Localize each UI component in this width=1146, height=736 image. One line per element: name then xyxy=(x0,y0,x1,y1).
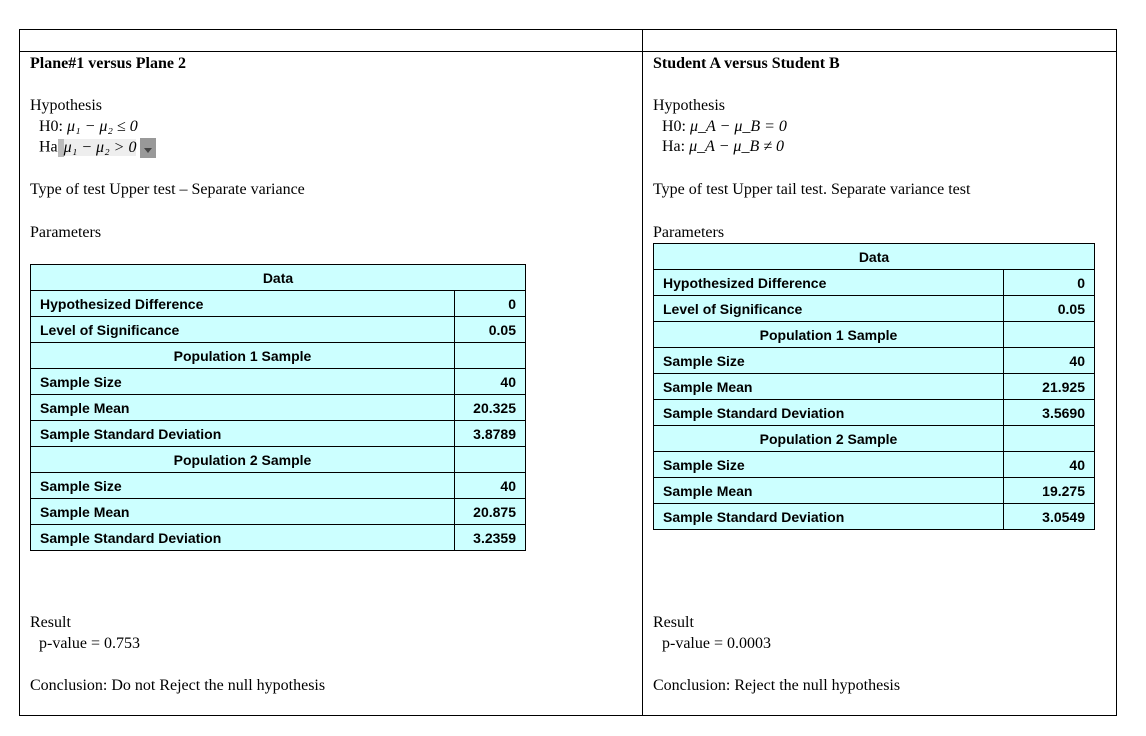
right-h0-expression: μ_A − μ_B = 0 xyxy=(690,118,787,135)
section-header: Population 1 Sample xyxy=(30,342,455,369)
row-label: Sample Standard Deviation xyxy=(30,420,455,447)
right-p-value: p-value = 0.0003 xyxy=(662,635,771,652)
row-value: 40 xyxy=(454,368,526,395)
row-label: Sample Mean xyxy=(30,498,455,525)
table-row: Sample Mean 20.325 xyxy=(30,394,526,421)
section-header: Population 2 Sample xyxy=(30,446,455,473)
left-result-label: Result xyxy=(30,614,71,631)
left-p-value: p-value = 0.753 xyxy=(39,635,140,652)
row-value xyxy=(454,446,526,473)
row-value: 0 xyxy=(1003,269,1095,296)
table-row: Level of Significance 0.05 xyxy=(653,295,1095,322)
right-ha: Ha: μ_A − μ_B ≠ 0 xyxy=(662,138,785,155)
right-result-label: Result xyxy=(653,614,694,631)
row-value: 40 xyxy=(1003,347,1095,374)
row-label: Hypothesized Difference xyxy=(653,269,1004,296)
left-ha-equation[interactable]: μ₁ − μ₂ > 0 xyxy=(63,138,137,156)
row-label: Sample Mean xyxy=(653,477,1004,504)
table-row: Sample Mean 19.275 xyxy=(653,477,1095,504)
row-label: Sample Size xyxy=(653,347,1004,374)
table-row: Level of Significance 0.05 xyxy=(30,316,526,343)
row-label: Sample Size xyxy=(653,451,1004,478)
table-row: Sample Standard Deviation 3.8789 xyxy=(30,420,526,447)
table-row: Sample Standard Deviation 3.2359 xyxy=(30,524,526,551)
table-row: Sample Mean 21.925 xyxy=(653,373,1095,400)
row-value: 3.0549 xyxy=(1003,503,1095,530)
left-hypothesis-label: Hypothesis xyxy=(30,97,102,114)
left-column: Plane#1 versus Plane 2 Hypothesis H0: μ₁… xyxy=(30,52,630,716)
right-ha-expression: μ_A − μ_B ≠ 0 xyxy=(689,138,785,155)
table-row: Sample Standard Deviation 3.0549 xyxy=(653,503,1095,530)
table-row: Sample Size 40 xyxy=(653,451,1095,478)
document-table: Plane#1 versus Plane 2 Hypothesis H0: μ₁… xyxy=(19,29,1117,716)
equation-handle-icon[interactable] xyxy=(57,139,64,157)
row-label: Level of Significance xyxy=(30,316,455,343)
equation-dropdown-icon[interactable] xyxy=(140,138,157,158)
table-row: Population 1 Sample xyxy=(30,342,526,369)
table-row: Sample Size 40 xyxy=(653,347,1095,374)
right-conclusion: Conclusion: Reject the null hypothesis xyxy=(653,677,901,694)
row-label: Sample Standard Deviation xyxy=(30,524,455,551)
row-value: 40 xyxy=(1003,451,1095,478)
left-test-type: Type of test Upper test – Separate varia… xyxy=(30,181,305,198)
row-value: 21.925 xyxy=(1003,373,1095,400)
right-column: Student A versus Student B Hypothesis H0… xyxy=(653,52,1113,716)
table-row: Population 1 Sample xyxy=(653,321,1095,348)
row-value: 0 xyxy=(454,290,526,317)
row-value: 20.875 xyxy=(454,498,526,525)
right-title: Student A versus Student B xyxy=(653,55,840,72)
table-row: Population 2 Sample xyxy=(653,425,1095,452)
left-ha: Ha μ₁ − μ₂ > 0 xyxy=(30,138,157,158)
table-header: Data xyxy=(653,243,1095,270)
row-label: Hypothesized Difference xyxy=(30,290,455,317)
table-row: Hypothesized Difference 0 xyxy=(653,269,1095,296)
table-row: Hypothesized Difference 0 xyxy=(30,290,526,317)
header-row xyxy=(20,30,1116,52)
table-row: Sample Size 40 xyxy=(30,368,526,395)
row-value: 19.275 xyxy=(1003,477,1095,504)
row-label: Sample Mean xyxy=(30,394,455,421)
right-hypothesis-label: Hypothesis xyxy=(653,97,725,114)
right-test-type: Type of test Upper tail test. Separate v… xyxy=(653,181,971,198)
row-label: Sample Size xyxy=(30,472,455,499)
left-data-table: Data Hypothesized Difference 0 Level of Si… xyxy=(30,264,526,551)
section-header: Population 1 Sample xyxy=(653,321,1004,348)
left-h0-expression: μ₁ − μ₂ ≤ 0 xyxy=(67,118,138,135)
table-row: Sample Mean 20.875 xyxy=(30,498,526,525)
section-header: Population 2 Sample xyxy=(653,425,1004,452)
row-value xyxy=(1003,425,1095,452)
table-row: Population 2 Sample xyxy=(30,446,526,473)
left-parameters-label: Parameters xyxy=(30,224,102,241)
column-divider xyxy=(642,30,643,715)
row-value: 0.05 xyxy=(1003,295,1095,322)
row-value xyxy=(454,342,526,369)
row-label: Sample Size xyxy=(30,368,455,395)
row-value: 40 xyxy=(454,472,526,499)
left-h0: H0: μ₁ − μ₂ ≤ 0 xyxy=(39,118,138,135)
table-header: Data xyxy=(30,264,526,291)
row-label: Sample Standard Deviation xyxy=(653,503,1004,530)
left-conclusion: Conclusion: Do not Reject the null hypot… xyxy=(30,677,326,694)
row-label: Level of Significance xyxy=(653,295,1004,322)
left-title: Plane#1 versus Plane 2 xyxy=(30,55,186,72)
row-value: 0.05 xyxy=(454,316,526,343)
table-row: Sample Standard Deviation 3.5690 xyxy=(653,399,1095,426)
row-value: 3.2359 xyxy=(454,524,526,551)
row-label: Sample Mean xyxy=(653,373,1004,400)
right-h0: H0: μ_A − μ_B = 0 xyxy=(662,118,787,135)
row-value xyxy=(1003,321,1095,348)
row-value: 20.325 xyxy=(454,394,526,421)
row-value: 3.5690 xyxy=(1003,399,1095,426)
row-value: 3.8789 xyxy=(454,420,526,447)
right-parameters-label: Parameters xyxy=(653,224,725,241)
row-label: Sample Standard Deviation xyxy=(653,399,1004,426)
table-row: Sample Size 40 xyxy=(30,472,526,499)
right-data-table: Data Hypothesized Difference 0 Level of Si… xyxy=(653,243,1095,530)
